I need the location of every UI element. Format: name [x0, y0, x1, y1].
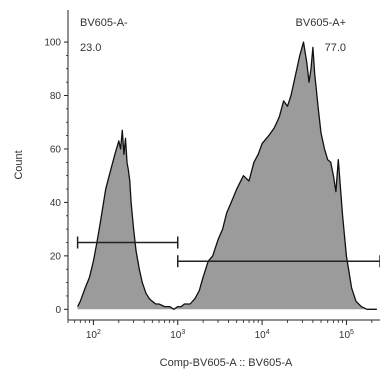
- x-tick-label: 103: [170, 329, 185, 341]
- histogram-area: [77, 42, 377, 310]
- gate-value-positive: 77.0: [325, 42, 346, 54]
- y-axis-title: Count: [13, 150, 25, 179]
- axes-layer: 0 20 40 60 80 100 102 103 104 105: [44, 10, 380, 341]
- histogram-area-layer: [77, 41, 377, 310]
- x-tick-label: 102: [86, 329, 101, 341]
- y-tick-label: 80: [50, 91, 62, 102]
- x-tick-label: 105: [339, 329, 354, 341]
- y-tick-label: 100: [44, 38, 61, 49]
- histogram-outline: [77, 41, 377, 310]
- gate-layer: BV605-A- 23.0 BV605-A+ 77.0: [76, 17, 380, 268]
- gate-value-negative: 23.0: [80, 42, 101, 54]
- y-tick-label: 0: [55, 305, 61, 316]
- gate-label-positive: BV605-A+: [296, 17, 346, 29]
- y-tick-label: 40: [50, 198, 62, 209]
- x-axis-title: Comp-BV605-A :: BV605-A: [160, 357, 293, 369]
- x-tick-label: 104: [255, 329, 270, 341]
- y-tick-label: 20: [50, 251, 62, 262]
- gate-label-negative: BV605-A-: [80, 17, 128, 29]
- y-tick-label: 60: [50, 144, 62, 155]
